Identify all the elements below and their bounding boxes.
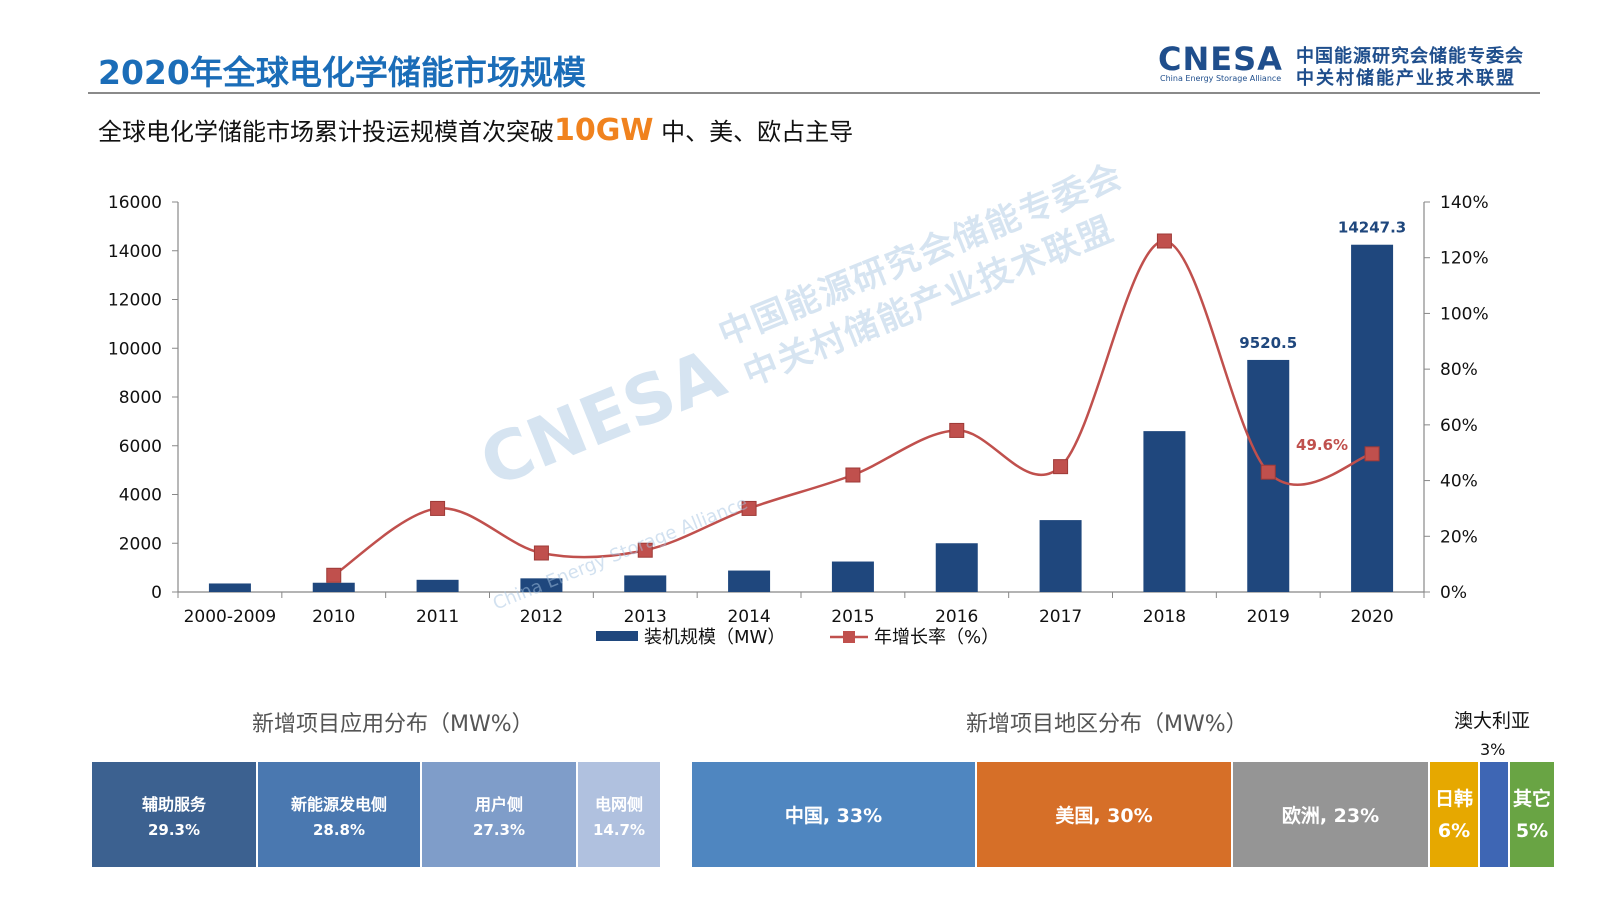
x-tick-label: 2018 — [1143, 607, 1186, 627]
growth-rate-point — [1156, 233, 1172, 249]
region-segment-other: 其它 5% — [1510, 762, 1554, 867]
app-segment-user: 用户侧 27.3% — [422, 762, 576, 867]
bar — [416, 579, 459, 592]
x-tick-label: 2013 — [624, 607, 667, 627]
x-tick-label: 2011 — [416, 607, 459, 627]
australia-value: 3% — [1480, 740, 1506, 759]
bar — [520, 578, 563, 592]
region-segment-label: 其它 — [1512, 787, 1551, 810]
app-segment-renewable: 新能源发电侧 28.8% — [258, 762, 420, 867]
region-segment-japan-korea: 日韩 6% — [1430, 762, 1478, 867]
subtitle-highlight: 10GW — [554, 113, 654, 148]
y-tick-label-right: 40% — [1440, 472, 1478, 492]
region-segment-europe: 欧洲, 23% — [1233, 762, 1428, 867]
x-tick-label: 2012 — [520, 607, 563, 627]
bar — [1039, 520, 1082, 592]
y-tick-label-left: 14000 — [108, 242, 162, 262]
app-segment-value: 29.3% — [147, 820, 201, 839]
growth-rate-point — [845, 467, 861, 483]
x-tick-label: 2015 — [831, 607, 874, 627]
y-tick-label-right: 20% — [1440, 527, 1478, 547]
region-distribution-title: 新增项目地区分布（MW%） — [966, 712, 1248, 737]
app-segment-label: 新能源发电侧 — [290, 794, 387, 814]
growth-rate-point — [1053, 459, 1069, 475]
line-data-label: 49.6% — [1296, 436, 1348, 454]
region-segment-australia — [1480, 762, 1508, 867]
logo-brand-sub: China Energy Storage Alliance — [1160, 74, 1282, 83]
subtitle-suffix: 中、美、欧占主导 — [653, 118, 854, 146]
bar — [1143, 431, 1186, 592]
x-tick-label: 2016 — [935, 607, 978, 627]
region-segment-value: 5% — [1515, 819, 1549, 842]
legend-swatch-bars — [596, 631, 638, 641]
region-segment-china: 中国, 33% — [692, 762, 975, 867]
bar-data-label: 9520.5 — [1239, 334, 1297, 352]
growth-rate-point — [430, 500, 446, 516]
growth-rate-point — [533, 545, 549, 561]
logo-org-line2: 中关村储能产业技术联盟 — [1296, 68, 1516, 89]
y-tick-label-left: 12000 — [108, 291, 162, 311]
bar — [624, 575, 667, 592]
growth-rate-point — [326, 567, 342, 583]
app-segment-label: 电网侧 — [594, 794, 643, 814]
cnesa-logo: CNESA China Energy Storage Alliance 中国能源… — [1158, 40, 1538, 89]
growth-rate-point — [1364, 446, 1380, 462]
app-segment-value: 28.8% — [312, 820, 366, 839]
region-segment-usa: 美国, 30% — [977, 762, 1231, 867]
x-tick-label: 2020 — [1350, 607, 1393, 627]
y-tick-label-right: 80% — [1440, 360, 1478, 380]
bar-data-label: 14247.3 — [1338, 219, 1406, 237]
x-tick-label: 2010 — [312, 607, 355, 627]
application-distribution-title: 新增项目应用分布（MW%） — [252, 712, 534, 737]
region-segment-value: 6% — [1437, 819, 1471, 842]
y-tick-label-left: 16000 — [108, 193, 162, 213]
legend-label-line: 年增长率（%） — [874, 627, 999, 648]
app-segment-label: 用户侧 — [474, 794, 523, 814]
x-tick-label: 2014 — [727, 607, 770, 627]
y-tick-label-left: 10000 — [108, 339, 162, 359]
bar — [1351, 244, 1394, 593]
y-tick-label-right: 140% — [1440, 193, 1489, 213]
header-divider — [88, 92, 1540, 94]
y-tick-label-right: 0% — [1440, 583, 1467, 603]
y-tick-label-right: 100% — [1440, 304, 1489, 324]
y-tick-label-left: 6000 — [119, 437, 162, 457]
growth-rate-point — [741, 500, 757, 516]
app-segment-value: 27.3% — [472, 820, 526, 839]
y-tick-label-left: 0 — [151, 583, 162, 603]
y-tick-label-right: 120% — [1440, 249, 1489, 269]
region-segment-label: 日韩 — [1434, 787, 1473, 810]
x-tick-label: 2000-2009 — [184, 607, 277, 627]
bar — [312, 582, 355, 592]
x-tick-label: 2019 — [1247, 607, 1290, 627]
app-segment-value: 14.7% — [592, 820, 646, 839]
growth-rate-point — [1260, 464, 1276, 480]
logo-brand: CNESA — [1158, 40, 1283, 78]
subtitle-prefix: 全球电化学储能市场累计投运规模首次突破 — [98, 118, 554, 146]
page-subtitle: 全球电化学储能市场累计投运规模首次突破10GW 中、美、欧占主导 — [98, 112, 853, 148]
app-segment-grid: 电网侧 14.7% — [578, 762, 660, 867]
growth-rate-point — [949, 422, 965, 438]
bar — [935, 543, 978, 592]
app-segment-label: 辅助服务 — [141, 794, 206, 814]
australia-label: 澳大利亚 — [1454, 710, 1531, 732]
y-tick-label-left: 4000 — [119, 486, 162, 506]
legend-label-bars: 装机规模（MW） — [644, 627, 785, 648]
page-title: 2020年全球电化学储能市场规模 — [98, 53, 586, 92]
bar — [831, 561, 874, 592]
bar — [728, 570, 771, 592]
logo-org-line1: 中国能源研究会储能专委会 — [1296, 46, 1524, 67]
bar — [208, 583, 251, 592]
legend-swatch-marker — [843, 631, 855, 643]
x-tick-label: 2017 — [1039, 607, 1082, 627]
y-tick-label-right: 60% — [1440, 416, 1478, 436]
y-tick-label-left: 2000 — [119, 534, 162, 554]
app-segment-ancillary: 辅助服务 29.3% — [92, 762, 256, 867]
growth-rate-line — [333, 239, 1373, 577]
y-tick-label-left: 8000 — [119, 388, 162, 408]
combo-chart: 0 2000 4000 6000 8000 10000 12000 14000 16000 0% 2… — [108, 193, 1489, 648]
growth-rate-point — [637, 542, 653, 558]
